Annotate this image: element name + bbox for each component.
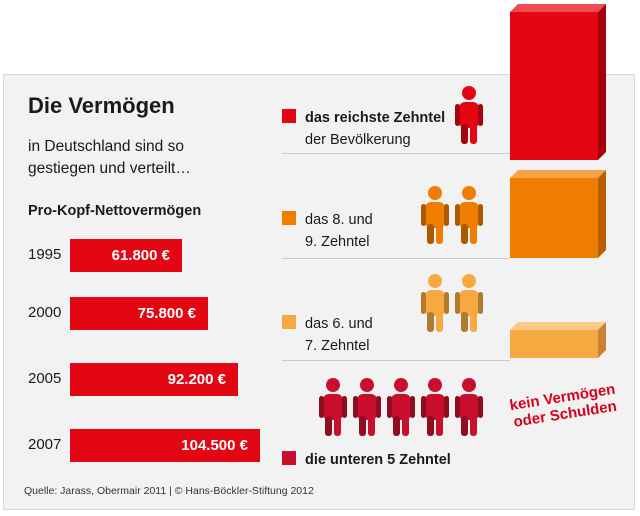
person-icon xyxy=(421,274,449,332)
person-icon xyxy=(455,86,483,144)
block-decile-6-7 xyxy=(510,322,606,358)
person-icon xyxy=(421,378,449,436)
person-icon xyxy=(455,378,483,436)
bar-chart-label: Pro-Kopf-Nettovermögen xyxy=(28,203,202,219)
legend-label-line1: das reichste Zehntel xyxy=(305,110,446,126)
bar-2000: 75.800 € xyxy=(70,297,208,330)
tick-label-1995: 1995 xyxy=(28,246,62,263)
person-icon xyxy=(353,378,381,436)
legend-label-line2: 9. Zehntel xyxy=(305,234,370,250)
tick-label-2005: 2005 xyxy=(28,370,62,387)
person-icon xyxy=(455,274,483,332)
person-icon xyxy=(387,378,415,436)
legend-decile-6-7: das 6. und 7. Zehntel xyxy=(282,313,373,357)
legend-label-line2: der Bevölkerung xyxy=(305,132,411,148)
legend-label-line1: das 6. und xyxy=(305,316,373,332)
block-decile-8-9 xyxy=(510,170,606,258)
legend-swatch xyxy=(282,211,296,225)
chart-subtitle: in Deutschland sind so gestiegen und ver… xyxy=(28,138,191,177)
tick-label-2007: 2007 xyxy=(28,436,62,453)
legend-swatch xyxy=(282,315,296,329)
person-icon xyxy=(455,186,483,244)
divider xyxy=(282,360,510,361)
chart-title: Die Vermögen xyxy=(28,93,175,118)
legend-decile-8-9: das 8. und 9. Zehntel xyxy=(282,209,373,253)
divider xyxy=(282,153,510,154)
bar-2005: 92.200 € xyxy=(70,363,238,396)
tick-label-2000: 2000 xyxy=(28,304,62,321)
legend-label-line2: 7. Zehntel xyxy=(305,338,370,354)
block-top-decile xyxy=(510,4,606,160)
legend-label-line1: das 8. und xyxy=(305,212,373,228)
source-note: Quelle: Jarass, Obermair 2011 | © Hans-B… xyxy=(24,485,314,497)
person-icon xyxy=(319,378,347,436)
legend-bottom-5: die unteren 5 Zehntel xyxy=(282,449,451,471)
bar-2007: 104.500 € xyxy=(70,429,260,462)
divider xyxy=(282,258,510,259)
legend-label-line1: die unteren 5 Zehntel xyxy=(305,452,451,468)
bar-1995: 61.800 € xyxy=(70,239,182,272)
legend-top-decile: das reichste Zehntel der Bevölkerung xyxy=(282,107,445,151)
legend-swatch xyxy=(282,109,296,123)
legend-swatch xyxy=(282,451,296,465)
person-icon xyxy=(421,186,449,244)
